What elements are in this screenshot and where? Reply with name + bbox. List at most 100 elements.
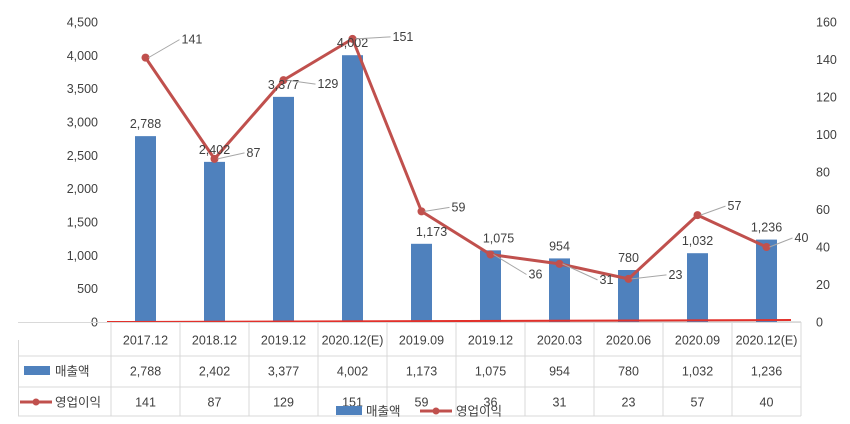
category-label: 2019.12 bbox=[468, 334, 513, 348]
line-label-leader bbox=[631, 274, 667, 280]
category-label: 2020.09 bbox=[675, 334, 720, 348]
bar-data-label: 2,788 bbox=[130, 117, 161, 131]
line-point bbox=[417, 207, 426, 216]
bar-data-label: 1,236 bbox=[751, 221, 782, 235]
right-axis-tick-label: 120 bbox=[816, 91, 837, 105]
line-point bbox=[486, 250, 495, 259]
left-axis-tick-label: 500 bbox=[77, 282, 98, 296]
left-axis-tick-label: 1,500 bbox=[67, 216, 98, 230]
line-data-label: 129 bbox=[318, 77, 339, 91]
table-cell: 954 bbox=[549, 365, 570, 379]
left-axis-tick-label: 2,500 bbox=[67, 149, 98, 163]
category-label: 2019.09 bbox=[399, 334, 444, 348]
line-point bbox=[762, 243, 771, 251]
category-label: 2018.12 bbox=[192, 334, 237, 348]
line-path bbox=[144, 37, 768, 281]
line-label-leader bbox=[424, 206, 450, 212]
line-label-leader bbox=[700, 205, 726, 216]
table-legend-bar-key bbox=[24, 366, 50, 375]
right-axis-tick-label: 100 bbox=[816, 128, 837, 142]
table-row-header: 매출액 bbox=[55, 365, 90, 379]
bar-data-label: 780 bbox=[618, 251, 639, 265]
table-legend-marker bbox=[32, 398, 40, 406]
bar bbox=[204, 161, 225, 322]
data-labels: 2,788 2,402 3,377 4,002 1,173 1,075 954 780 1,03… bbox=[130, 30, 809, 287]
line-label-leader bbox=[148, 39, 180, 59]
table-cell: 1,075 bbox=[475, 365, 506, 379]
table-row-header: 영업이익 bbox=[55, 396, 101, 410]
legend-marker bbox=[432, 407, 440, 415]
left-axis-tick-label: 2,000 bbox=[67, 182, 98, 196]
bar bbox=[756, 239, 777, 322]
line-label-leader bbox=[562, 263, 598, 281]
bar-data-label: 1,032 bbox=[682, 234, 713, 248]
right-axis-tick-label: 80 bbox=[816, 166, 830, 180]
line-label-leader bbox=[355, 36, 391, 40]
legend-bar-key bbox=[336, 406, 362, 415]
line-data-label: 23 bbox=[669, 268, 683, 282]
trend-line bbox=[106, 319, 792, 323]
bar-data-label: 2,402 bbox=[199, 143, 230, 157]
table-cell: 2,788 bbox=[130, 365, 161, 379]
table-cell: 2,402 bbox=[199, 365, 230, 379]
line-data-label: 59 bbox=[452, 200, 466, 214]
line-label-leader bbox=[769, 237, 793, 248]
bar-data-label: 3,377 bbox=[268, 78, 299, 92]
bar bbox=[273, 96, 294, 322]
line-point bbox=[693, 211, 702, 220]
line-label-leader bbox=[493, 254, 527, 275]
bar bbox=[618, 270, 639, 322]
line-series bbox=[106, 34, 792, 323]
line-label-leader bbox=[286, 79, 316, 85]
line-data-label: 57 bbox=[728, 199, 742, 213]
line-data-label: 31 bbox=[600, 273, 614, 287]
right-axis-tick-label: 60 bbox=[816, 203, 830, 217]
table-cell: 87 bbox=[208, 396, 222, 410]
table-cell: 4,002 bbox=[337, 365, 368, 379]
table-cell: 1,236 bbox=[751, 365, 782, 379]
table-cell: 31 bbox=[553, 396, 567, 410]
left-axis-tick-label: 3,000 bbox=[67, 116, 98, 130]
bar-data-label: 954 bbox=[549, 239, 570, 253]
line-data-label: 40 bbox=[795, 231, 809, 245]
chart-axes: 0 500 1,000 1,500 2,000 2,500 3,000 3,500 4,000 4… bbox=[67, 16, 837, 330]
category-label: 2020.03 bbox=[537, 334, 582, 348]
left-axis-tick-label: 4,000 bbox=[67, 49, 98, 63]
bar-series bbox=[135, 55, 777, 322]
table-cell: 3,377 bbox=[268, 365, 299, 379]
table-cell: 59 bbox=[415, 396, 429, 410]
line-label-leader bbox=[217, 152, 245, 160]
line-data-label: 151 bbox=[393, 30, 414, 44]
bar bbox=[480, 250, 501, 322]
table-cell: 1,173 bbox=[406, 365, 437, 379]
left-axis-tick-label: 3,500 bbox=[67, 82, 98, 96]
table-cell: 1,032 bbox=[682, 365, 713, 379]
left-axis-tick-label: 1,000 bbox=[67, 249, 98, 263]
category-label: 2019.12 bbox=[261, 334, 306, 348]
table-cell: 57 bbox=[691, 396, 705, 410]
left-axis-tick-label: 4,500 bbox=[67, 16, 98, 30]
line-data-label: 141 bbox=[182, 33, 203, 47]
bar bbox=[411, 243, 432, 322]
line-point bbox=[210, 154, 219, 163]
chart-legend: 매출액 영업이익 bbox=[336, 405, 502, 419]
table-cell: 780 bbox=[618, 365, 639, 379]
line-point bbox=[279, 76, 288, 85]
table-cell: 23 bbox=[622, 396, 636, 410]
right-axis-tick-label: 20 bbox=[816, 278, 830, 292]
line-point bbox=[555, 259, 564, 268]
table-cell: 141 bbox=[135, 396, 156, 410]
table-cell: 40 bbox=[760, 396, 774, 410]
category-label: 2017.12 bbox=[123, 334, 168, 348]
bar-data-label: 1,075 bbox=[483, 231, 514, 245]
category-label: 2020.12(E) bbox=[736, 334, 798, 348]
table-cell: 36 bbox=[484, 396, 498, 410]
legend-entry-sales: 매출액 bbox=[366, 405, 401, 419]
legend-entry-profit: 영업이익 bbox=[456, 405, 502, 419]
table-cell: 129 bbox=[273, 396, 294, 410]
bar bbox=[549, 258, 570, 322]
bar bbox=[135, 136, 156, 322]
bar-data-label: 1,173 bbox=[416, 225, 447, 239]
category-label: 2020.06 bbox=[606, 334, 651, 348]
